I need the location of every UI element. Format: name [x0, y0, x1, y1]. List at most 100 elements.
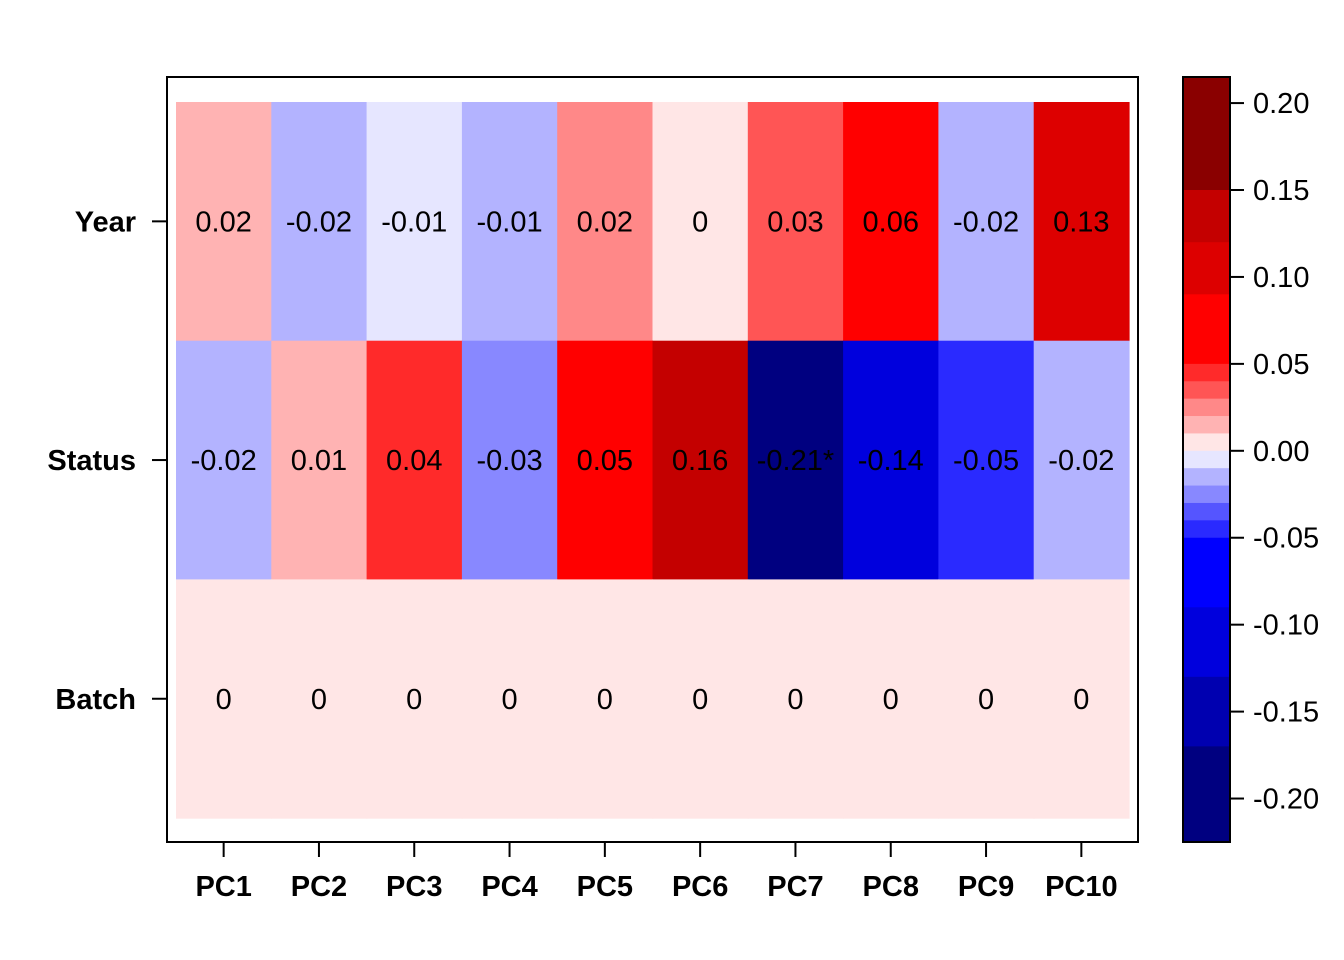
cell-value-label: -0.05	[953, 445, 1019, 477]
colorbar-band	[1183, 676, 1230, 747]
heatmap-cell-year-pc7	[747, 102, 844, 342]
colorbar-band	[1183, 468, 1230, 487]
colorbar-band	[1183, 190, 1230, 243]
colorbar-band	[1183, 398, 1230, 417]
cell-value-label: 0.13	[1053, 206, 1109, 238]
cell-value-label: 0	[311, 684, 327, 716]
heatmap-cell-year-pc4	[461, 102, 558, 342]
colorbar-band	[1183, 746, 1230, 843]
colorbar-tick-label: -0.15	[1253, 697, 1319, 729]
cell-value-label: -0.21*	[757, 445, 834, 477]
cell-value-label: 0.04	[386, 445, 442, 477]
colorbar-frame	[1182, 76, 1231, 843]
heatmap-cell-batch-pc1	[176, 579, 272, 819]
cell-value-label: -0.02	[953, 206, 1019, 238]
cell-value-label: 0.02	[195, 206, 251, 238]
colorbar-tick-label: 0.00	[1253, 436, 1309, 468]
colorbar-band	[1183, 433, 1230, 452]
colorbar-tick-label: 0.05	[1253, 349, 1309, 381]
column-label: PC3	[386, 871, 442, 903]
colorbar-band	[1183, 520, 1230, 539]
colorbar-band	[1183, 502, 1230, 521]
colorbar-band	[1183, 607, 1230, 678]
column-label: PC10	[1045, 871, 1118, 903]
cell-value-label: 0	[1073, 684, 1089, 716]
cell-value-label: 0.05	[577, 445, 633, 477]
heatmap-cell-batch-pc5	[557, 579, 654, 819]
heatmap-cell-status-pc1	[176, 340, 272, 580]
colorbar-tick-label: -0.10	[1253, 610, 1319, 642]
colorbar-tick-label: -0.20	[1253, 784, 1319, 816]
heatmap-cell-status-pc10	[1033, 340, 1130, 580]
cell-value-label: 0.02	[577, 206, 633, 238]
heatmap-cell-batch-pc10	[1033, 579, 1130, 819]
cell-value-label: 0.01	[291, 445, 347, 477]
column-label: PC9	[958, 871, 1014, 903]
colorbar-band	[1183, 242, 1230, 295]
colorbar-band	[1183, 416, 1230, 435]
cell-value-label: 0	[978, 684, 994, 716]
cell-value-label: 0	[787, 684, 803, 716]
cell-value-label: 0	[597, 684, 613, 716]
heatmap-cell-status-pc8	[843, 340, 939, 580]
row-label: Status	[47, 445, 136, 477]
cell-value-label: 0.03	[767, 206, 823, 238]
row-label: Year	[75, 206, 136, 238]
column-label: PC5	[577, 871, 633, 903]
colorbar-tick-label: 0.10	[1253, 262, 1309, 294]
heatmap-cell-status-pc3	[366, 340, 463, 580]
row-axis: Year Status Batch	[47, 206, 167, 716]
heatmap-cell-status-pc9	[938, 340, 1035, 580]
cell-value-label: -0.02	[191, 445, 257, 477]
cell-value-label: -0.01	[381, 206, 447, 238]
heatmap-cell-year-pc3	[366, 102, 463, 342]
colorbar-tick-label: 0.20	[1253, 88, 1309, 120]
heatmap-cell-year-pc10	[1033, 102, 1130, 342]
colorbar-axis: 0.20 0.15 0.10 0.05 0.00 -0.05 -0.10 -0.15 -0.20	[1230, 88, 1319, 816]
heatmap-cell-year-pc1	[176, 102, 272, 342]
heatmap-cell-labels: 0.02 -0.02 -0.01 -0.01 0.02 0 0.03 0.06 -0.02 0.1…	[191, 206, 1115, 715]
column-label: PC6	[672, 871, 728, 903]
heatmap-cell-batch-pc3	[366, 579, 463, 819]
cell-value-label: -0.02	[286, 206, 352, 238]
column-axis: PC1 PC2 PC3 PC4 PC5 PC6 PC7 PC8 PC9 PC10	[195, 842, 1118, 903]
row-label: Batch	[55, 684, 136, 716]
heatmap-cell-batch-pc7	[747, 579, 844, 819]
heatmap-cell-year-pc5	[557, 102, 654, 342]
colorbar-band	[1183, 450, 1230, 469]
cell-value-label: 0	[692, 684, 708, 716]
colorbar-band	[1183, 537, 1230, 608]
heatmap-cell-batch-pc9	[938, 579, 1035, 819]
column-label: PC2	[291, 871, 347, 903]
cell-value-label: 0.06	[863, 206, 919, 238]
colorbar-tick-label: -0.05	[1253, 523, 1319, 555]
heatmap-cell-year-pc2	[271, 102, 368, 342]
colorbar-band	[1183, 485, 1230, 504]
heatmap-cells	[176, 102, 1130, 819]
cell-value-label: 0	[501, 684, 517, 716]
colorbar-tick-label: 0.15	[1253, 175, 1309, 207]
colorbar-band	[1183, 363, 1230, 382]
heatmap-cell-status-pc6	[652, 340, 749, 580]
heatmap-cell-batch-pc8	[843, 579, 939, 819]
heatmap-cell-status-pc5	[557, 340, 654, 580]
column-label: PC7	[767, 871, 823, 903]
cell-value-label: -0.03	[476, 445, 542, 477]
heatmap-cell-year-pc6	[652, 102, 749, 342]
heatmap-cell-year-pc8	[843, 102, 939, 342]
column-label: PC1	[195, 871, 251, 903]
cell-value-label: 0	[883, 684, 899, 716]
colorbar-band	[1183, 77, 1230, 191]
heatmap-cell-status-pc2	[271, 340, 368, 580]
heatmap-cell-status-pc7	[747, 340, 844, 580]
column-label: PC8	[863, 871, 919, 903]
cell-value-label: 0.16	[672, 445, 728, 477]
heatmap-cell-batch-pc4	[461, 579, 558, 819]
cell-value-label: -0.14	[858, 445, 924, 477]
colorbar	[1182, 76, 1231, 843]
column-label: PC4	[481, 871, 537, 903]
cell-value-label: 0	[216, 684, 232, 716]
cell-value-label: -0.02	[1048, 445, 1114, 477]
heatmap-cell-year-pc9	[938, 102, 1035, 342]
